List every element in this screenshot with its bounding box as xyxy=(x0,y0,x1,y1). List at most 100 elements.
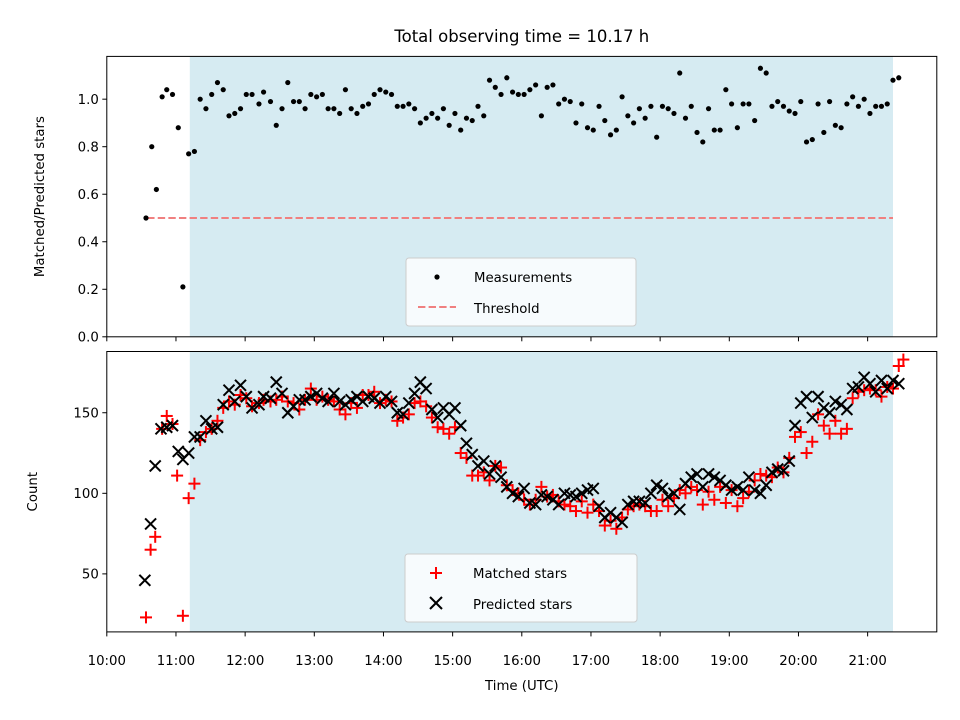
measurement-point xyxy=(896,75,902,81)
measurement-point xyxy=(705,106,712,112)
predicted-star-markers xyxy=(138,371,905,587)
predicted-star-point xyxy=(188,430,201,444)
measurement-point xyxy=(815,101,821,107)
measurement-point xyxy=(602,117,608,124)
measurement-point xyxy=(527,87,533,93)
measurement-point xyxy=(521,91,527,98)
x-tick-label: 20:00 xyxy=(779,654,817,669)
measurement-point xyxy=(220,87,226,93)
predicted-star-point xyxy=(234,379,247,392)
matched-star-point xyxy=(171,469,184,482)
legend-predicted-marker xyxy=(429,596,443,610)
matched-star-point xyxy=(408,397,421,410)
predicted-star-point xyxy=(621,498,635,511)
measurement-point xyxy=(169,91,176,98)
matched-star-point xyxy=(211,414,224,427)
matched-star-point xyxy=(144,543,157,556)
matched-star-point xyxy=(691,484,704,497)
top-axes: 0.0 0.2 0.4 0.6 0.8 1.0 xyxy=(78,93,869,346)
predicted-star-point xyxy=(304,390,318,403)
predicted-star-point xyxy=(228,395,241,408)
measurement-point xyxy=(285,79,291,86)
measurement-point xyxy=(850,94,856,100)
measurement-point xyxy=(890,77,896,83)
measurement-point xyxy=(354,110,360,117)
measurement-point xyxy=(579,101,585,107)
measurement-point xyxy=(717,127,723,133)
measurement-point xyxy=(435,115,441,121)
predicted-star-point xyxy=(506,487,519,500)
measurement-point xyxy=(682,115,689,121)
measurement-point xyxy=(677,70,683,76)
bottom-y-axis-label: Count xyxy=(26,472,41,512)
matched-star-point xyxy=(869,384,882,397)
legend-measurement-marker xyxy=(434,274,440,280)
matched-star-point xyxy=(794,426,807,439)
measurement-point xyxy=(809,136,815,143)
measurement-point xyxy=(481,113,487,119)
measurement-point xyxy=(232,110,238,117)
predicted-star-point xyxy=(702,467,715,481)
measurement-point xyxy=(342,87,349,93)
predicted-star-point xyxy=(875,374,888,387)
measurement-point xyxy=(498,91,504,98)
measurement-point xyxy=(143,215,149,221)
measurement-point xyxy=(463,115,470,121)
matched-star-point xyxy=(149,530,162,543)
measurement-point xyxy=(619,94,625,100)
matched-star-point xyxy=(679,487,692,500)
predicted-star-point xyxy=(466,448,479,461)
legend-threshold-label: Threshold xyxy=(473,302,540,317)
measurement-point xyxy=(567,98,573,105)
measurement-point xyxy=(821,129,827,136)
top-y-axis-label: Matched/Predicted stars xyxy=(33,116,48,277)
predicted-star-point xyxy=(696,480,709,494)
measurement-point xyxy=(446,122,452,128)
matched-star-point xyxy=(604,514,617,527)
predicted-star-point xyxy=(138,574,152,587)
matched-star-point xyxy=(737,492,750,505)
predicted-star-point xyxy=(149,459,162,473)
measurement-point xyxy=(832,122,838,128)
predicted-star-point xyxy=(869,385,882,398)
measurement-point xyxy=(711,127,717,133)
matched-star-point xyxy=(662,500,675,513)
legend-matched-label: Matched stars xyxy=(473,567,567,582)
predicted-star-point xyxy=(321,395,335,408)
predicted-star-point xyxy=(540,490,554,503)
matched-star-point xyxy=(569,505,582,518)
measurement-point xyxy=(296,98,302,105)
top-legend: Measurements Threshold xyxy=(405,257,637,327)
measurement-point xyxy=(197,96,203,102)
x-tick-label: 18:00 xyxy=(641,654,679,669)
measurement-point xyxy=(458,127,464,133)
measurement-point xyxy=(226,113,232,119)
predicted-star-point xyxy=(199,414,213,428)
measurement-point xyxy=(383,89,389,95)
predicted-star-point xyxy=(742,470,756,484)
predicted-star-point xyxy=(863,377,877,390)
measurement-point xyxy=(400,103,406,109)
measurement-point xyxy=(417,120,423,126)
predicted-star-point xyxy=(644,487,658,500)
measurement-point xyxy=(688,103,694,109)
predicted-star-point xyxy=(754,487,767,500)
matched-star-point xyxy=(293,403,306,416)
predicted-star-point xyxy=(385,395,398,408)
predicted-star-point xyxy=(783,454,796,468)
matched-star-point xyxy=(240,392,253,405)
measurement-point xyxy=(838,125,844,131)
predicted-star-point xyxy=(512,490,525,503)
top-panel: 0.0 0.2 0.4 0.6 0.8 1.0 Total observing time … xyxy=(33,27,938,346)
matched-star-point xyxy=(558,498,571,511)
matched-star-point xyxy=(696,498,709,511)
predicted-star-point xyxy=(575,487,588,500)
predicted-star-point xyxy=(690,467,704,481)
measurement-point xyxy=(429,110,435,117)
predicted-star-point xyxy=(402,396,416,410)
bottom-y-tick-label: 50 xyxy=(82,568,99,583)
measurement-point xyxy=(590,127,596,133)
predicted-star-point xyxy=(667,487,681,500)
predicted-star-point xyxy=(460,437,473,450)
measurement-point xyxy=(671,110,677,117)
